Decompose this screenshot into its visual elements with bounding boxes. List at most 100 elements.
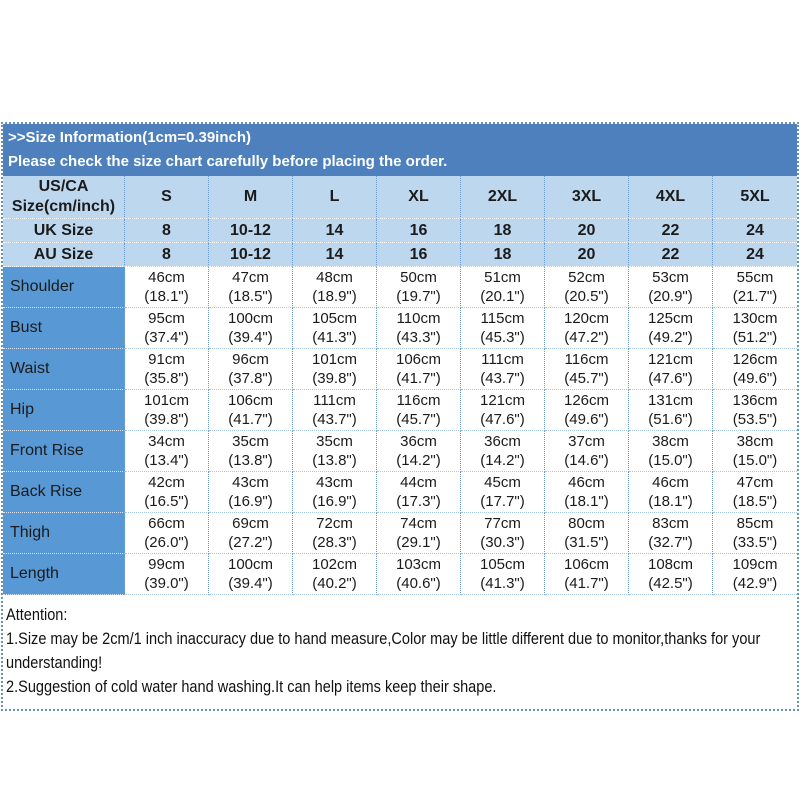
size-header-l: L bbox=[293, 176, 377, 219]
measurement-cell: 83cm (32.7") bbox=[629, 513, 713, 554]
cm-value: 106cm bbox=[395, 351, 442, 368]
inch-value: (16.9") bbox=[312, 493, 357, 510]
measurement-cell: 115cm (45.3") bbox=[461, 308, 545, 349]
measurement-cell: 130cm (51.2") bbox=[713, 308, 797, 349]
corner-header-cell: US/CA Size(cm/inch) bbox=[3, 176, 125, 219]
uk-row-value: 18 bbox=[461, 219, 545, 243]
uk-size-label: UK Size bbox=[3, 219, 125, 243]
measurement-row-waist: Waist 91cm (35.8") 96cm (37.8") 101cm (39.8") 1… bbox=[3, 349, 797, 390]
measurement-cell: 45cm (17.7") bbox=[461, 472, 545, 513]
inch-value: (40.2") bbox=[312, 575, 357, 592]
measurement-cell: 69cm (27.2") bbox=[209, 513, 293, 554]
inch-value: (40.6") bbox=[396, 575, 441, 592]
cm-value: 96cm bbox=[232, 351, 269, 368]
cm-value: 101cm bbox=[311, 351, 358, 368]
measurement-cell: 111cm (43.7") bbox=[461, 349, 545, 390]
attention-text: Attention: 1.Size may be 2cm/1 inch inac… bbox=[6, 603, 797, 699]
cm-value: 77cm bbox=[484, 515, 521, 532]
inch-value: (41.7") bbox=[228, 411, 273, 428]
measurement-cell: 77cm (30.3") bbox=[461, 513, 545, 554]
inch-value: (16.5") bbox=[144, 493, 189, 510]
measurement-cell: 80cm (31.5") bbox=[545, 513, 629, 554]
inch-value: (18.9") bbox=[312, 288, 357, 305]
size-chart-table: US/CA Size(cm/inch) S M L XL 2XL 3XL 4XL 5XL UK… bbox=[3, 176, 797, 595]
cm-value: 51cm bbox=[484, 269, 521, 286]
uk-row-value: 20 bbox=[545, 219, 629, 243]
inch-value: (39.4") bbox=[228, 329, 273, 346]
cm-value: 35cm bbox=[316, 433, 353, 450]
inch-value: (18.5") bbox=[732, 493, 778, 510]
measurement-cell: 96cm (37.8") bbox=[209, 349, 293, 390]
inch-value: (19.7") bbox=[396, 288, 441, 305]
measurement-cell: 101cm (39.8") bbox=[125, 390, 209, 431]
cm-value: 115cm bbox=[480, 310, 525, 327]
measurement-cell: 34cm (13.4") bbox=[125, 431, 209, 472]
row-label-length: Length bbox=[3, 554, 125, 595]
inch-value: (28.3") bbox=[312, 534, 357, 551]
measurement-cell: 66cm (26.0") bbox=[125, 513, 209, 554]
cm-value: 46cm bbox=[568, 474, 605, 491]
measurement-cell: 74cm (29.1") bbox=[377, 513, 461, 554]
cm-value: 66cm bbox=[148, 515, 185, 532]
measurement-row-length: Length 99cm (39.0") 100cm (39.4") 102cm (40.2"… bbox=[3, 554, 797, 595]
inch-value: (16.9") bbox=[228, 493, 273, 510]
inch-value: (49.6") bbox=[564, 411, 609, 428]
inch-value: (37.8") bbox=[228, 370, 273, 387]
cm-value: 46cm bbox=[148, 269, 185, 286]
measurement-cell: 52cm (20.5") bbox=[545, 267, 629, 308]
inch-value: (21.7") bbox=[732, 288, 778, 305]
cm-value: 105cm bbox=[311, 310, 358, 327]
cm-value: 100cm bbox=[227, 310, 274, 327]
measurement-row-thigh: Thigh 66cm (26.0") 69cm (27.2") 72cm (28.3") 74… bbox=[3, 513, 797, 554]
cm-value: 120cm bbox=[563, 310, 610, 327]
au-size-label: AU Size bbox=[3, 243, 125, 267]
measurement-cell: 126cm (49.6") bbox=[545, 390, 629, 431]
inch-value: (14.2") bbox=[480, 452, 525, 469]
row-label-back-rise: Back Rise bbox=[3, 472, 125, 513]
measurement-row-bust: Bust 95cm (37.4") 100cm (39.4") 105cm (41.3") 1… bbox=[3, 308, 797, 349]
inch-value: (18.5") bbox=[228, 288, 273, 305]
measurement-cell: 53cm (20.9") bbox=[629, 267, 713, 308]
inch-value: (53.5") bbox=[732, 411, 778, 428]
measurement-cell: 37cm (14.6") bbox=[545, 431, 629, 472]
attention-section: Attention: 1.Size may be 2cm/1 inch inac… bbox=[3, 595, 797, 709]
size-header-m: M bbox=[209, 176, 293, 219]
measurement-cell: 46cm (18.1") bbox=[545, 472, 629, 513]
measurement-cell: 126cm (49.6") bbox=[713, 349, 797, 390]
au-row-value: 18 bbox=[461, 243, 545, 267]
inch-value: (39.8") bbox=[312, 370, 357, 387]
cm-value: 105cm bbox=[479, 556, 526, 573]
uk-row-value: 14 bbox=[293, 219, 377, 243]
cm-value: 103cm bbox=[395, 556, 442, 573]
cm-value: 85cm bbox=[736, 515, 774, 532]
measurement-cell: 131cm (51.6") bbox=[629, 390, 713, 431]
cm-value: 101cm bbox=[143, 392, 190, 409]
inch-value: (42.5") bbox=[648, 575, 693, 592]
inch-value: (41.7") bbox=[564, 575, 609, 592]
measurement-cell: 121cm (47.6") bbox=[461, 390, 545, 431]
measurement-cell: 85cm (33.5") bbox=[713, 513, 797, 554]
inch-value: (33.5") bbox=[732, 534, 778, 551]
measurement-cell: 125cm (49.2") bbox=[629, 308, 713, 349]
inch-value: (15.0") bbox=[648, 452, 693, 469]
inch-value: (45.7") bbox=[396, 411, 441, 428]
measurement-cell: 100cm (39.4") bbox=[209, 308, 293, 349]
measurement-cell: 100cm (39.4") bbox=[209, 554, 293, 595]
cm-value: 69cm bbox=[232, 515, 269, 532]
row-label-shoulder: Shoulder bbox=[3, 267, 125, 308]
size-header-xl: XL bbox=[377, 176, 461, 219]
cm-value: 91cm bbox=[148, 351, 185, 368]
cm-value: 136cm bbox=[732, 392, 778, 409]
corner-line1: US/CA bbox=[38, 178, 89, 195]
measurement-row-front-rise: Front Rise 34cm (13.4") 35cm (13.8") 35cm (13.… bbox=[3, 431, 797, 472]
measurement-cell: 38cm (15.0") bbox=[629, 431, 713, 472]
measurement-cell: 116cm (45.7") bbox=[545, 349, 629, 390]
inch-value: (17.7") bbox=[480, 493, 525, 510]
inch-value: (20.9") bbox=[648, 288, 693, 305]
inch-value: (39.4") bbox=[228, 575, 273, 592]
inch-value: (39.8") bbox=[144, 411, 189, 428]
measurement-cell: 101cm (39.8") bbox=[293, 349, 377, 390]
cm-value: 52cm bbox=[568, 269, 605, 286]
measurement-cell: 43cm (16.9") bbox=[209, 472, 293, 513]
measurement-cell: 55cm (21.7") bbox=[713, 267, 797, 308]
